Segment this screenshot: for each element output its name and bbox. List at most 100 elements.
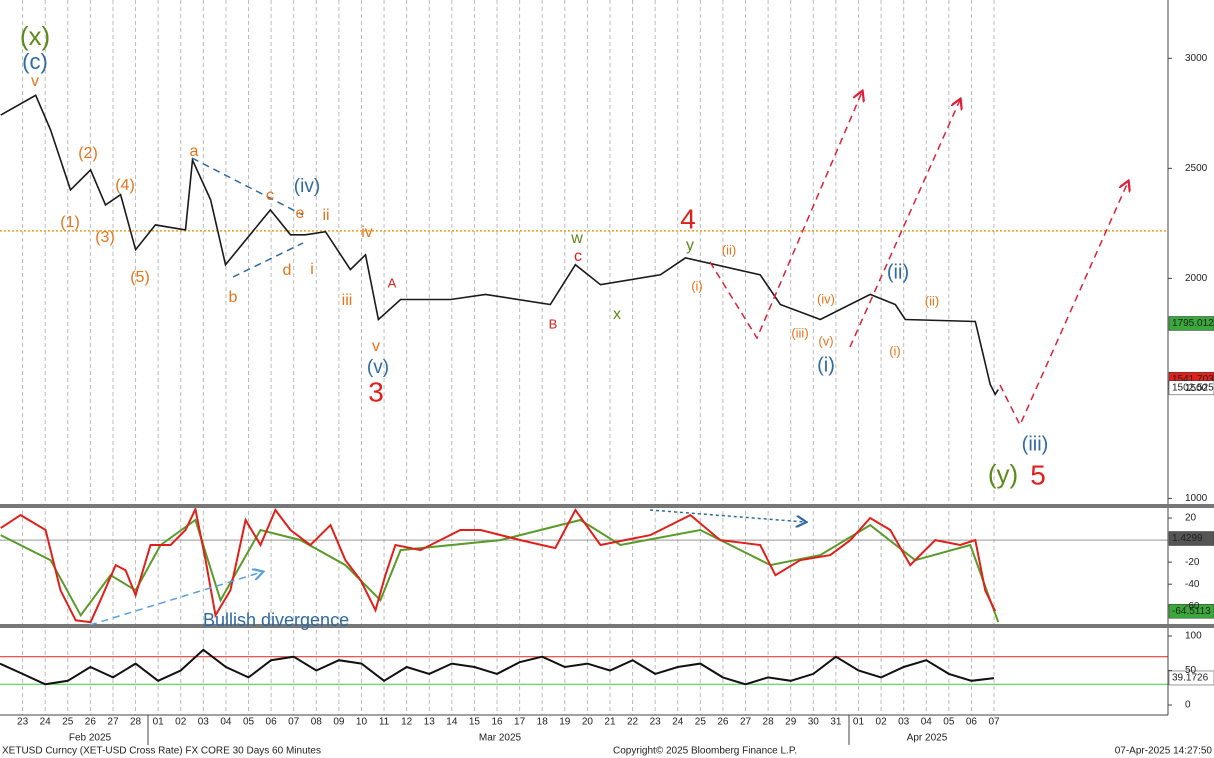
price-tag [1168,531,1214,546]
x-tick-label: 05 [943,717,955,728]
series-line [0,508,997,624]
x-tick-label: 18 [537,717,549,728]
x-tick-label: 29 [785,717,797,728]
wave-label: c [574,248,582,265]
x-tick-label: 13 [424,717,436,728]
x-tick-label: 21 [604,717,616,728]
x-tick-label: 27 [107,717,119,728]
wave-label: iii [342,292,353,309]
wave-label: 4 [680,203,696,234]
price-tag-label: -64.5113 [1172,606,1211,617]
wave-label: (iii) [1022,433,1049,455]
trend-line [232,242,304,278]
x-tick-label: 03 [198,717,210,728]
panel-divider [0,504,1214,508]
month-label: Apr 2025 [907,733,948,744]
x-tick-label: 02 [175,717,187,728]
x-tick-label: 19 [559,717,571,728]
x-tick-label: 30 [808,717,820,728]
x-tick-label: 04 [220,717,232,728]
month-label: Feb 2025 [69,733,112,744]
x-tick-label: 04 [921,717,933,728]
x-tick-label: 07 [988,717,1000,728]
footer: Copyright© 2025 Bloomberg Finance L.P. [613,746,797,757]
x-tick-label: 27 [740,717,752,728]
plots [0,94,1000,686]
y-tick-label: 1500 [1185,383,1208,394]
y-tick-label: -20 [1185,557,1200,568]
wave-label: (iii) [791,325,808,340]
y-tick-label: 2500 [1185,163,1208,174]
x-tick-label: 03 [898,717,910,728]
x-tick-label: 07 [288,717,300,728]
x-tick-label: 06 [966,717,978,728]
wave-label: (v) [818,333,833,348]
x-tick-label: 14 [446,717,458,728]
price-tag [1168,380,1214,396]
series-line [0,648,995,686]
wave-label: x [613,306,621,323]
x-tick-label: 23 [17,717,29,728]
x-tick-label: 09 [333,717,345,728]
x-tick-label: 08 [311,717,323,728]
wave-label: (ii) [722,242,736,257]
wave-label: (4) [115,177,135,194]
wave-labels: (x) (c) v (2) (4) (1) (3) (5) a c (iv) e… [20,21,1048,630]
y-tick-label: 0 [1185,700,1191,711]
series-line [0,94,999,396]
x-tick-label: 06 [266,717,278,728]
wave-label: A [388,275,397,290]
x-tick-label: 15 [469,717,481,728]
month-label: Mar 2025 [479,733,522,744]
wave-label: (3) [95,229,115,246]
x-tick-label: 12 [401,717,413,728]
x-tick-label: 25 [695,717,707,728]
panel-divider [0,624,1214,628]
wave-label: (v) [367,357,389,378]
y-tick-label: 100 [1185,631,1202,642]
trend-line [191,157,304,216]
wave-label: (i) [817,354,835,376]
wave-label: w [570,230,583,247]
projection-line [849,100,960,348]
x-tick-label: 31 [830,717,842,728]
x-tick-label: 10 [356,717,368,728]
x-tick-label: 24 [40,717,52,728]
wave-label: (i) [691,278,703,293]
wave-label: (iv) [294,176,320,197]
price-tag-label: 1502.525 [1172,382,1214,393]
x-tick-label: 22 [627,717,639,728]
annotation: Bullish divergence [203,610,349,630]
x-tick-label: 17 [514,717,526,728]
divergence-line [649,509,805,522]
grid [0,0,1172,715]
price-tag-label: 1.4299 [1172,533,1203,544]
projection-line [999,182,1128,427]
wave-label: y [686,237,694,254]
x-tick-label: 28 [130,717,142,728]
x-tick-label: 02 [876,717,888,728]
wave-label: (x) [20,21,50,51]
x-tick-label: 23 [650,717,662,728]
x-tick-label: 24 [672,717,684,728]
price-tag [1168,316,1214,331]
wave-label: ii [322,207,329,224]
y-tick-label: 50 [1185,665,1197,676]
wave-label: B [549,316,558,331]
wave-label: e [296,205,305,222]
x-tick-label: 28 [763,717,775,728]
price-tag-label: 1541.703 [1172,374,1214,385]
x-tick-label: 16 [491,717,503,728]
wave-label: (ii) [925,293,939,308]
wave-label: 5 [1030,459,1046,490]
divergence-line [89,572,262,626]
x-tick-label: 01 [853,717,865,728]
y-tick-label: -60 [1185,601,1200,612]
price-tag-label: 39.1726 [1172,673,1209,684]
wave-label: d [283,262,292,279]
x-tick-label: 01 [153,717,165,728]
y-tick-label: -40 [1185,579,1200,590]
wave-label: v [372,338,380,355]
